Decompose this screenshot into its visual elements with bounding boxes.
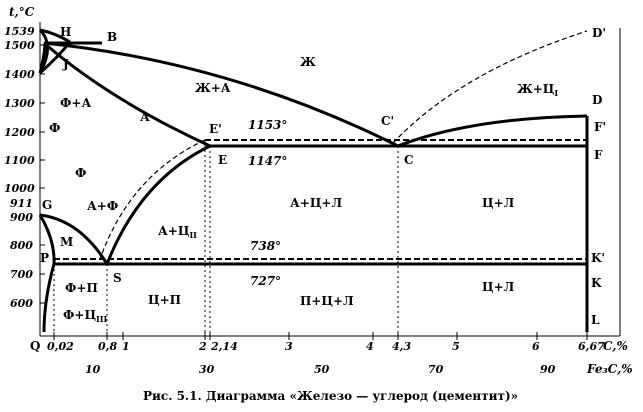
- temp-label-1300: 1300: [4, 97, 35, 110]
- c-tick-1: 1: [122, 340, 130, 353]
- c-tick-5: 5: [452, 340, 460, 353]
- line-E-prime-S-prime: [99, 139, 206, 260]
- region-zh: Ж: [300, 55, 316, 69]
- c-tick-3: 3: [285, 340, 293, 353]
- fe3c-tick-90: 90: [540, 363, 556, 376]
- temp-label-900: 900: [10, 211, 33, 224]
- solidus-J-E: [43, 41, 211, 148]
- region-a-f: А+Ф: [87, 199, 118, 213]
- point-M: M: [60, 235, 73, 249]
- temp-label-1000: 1000: [4, 182, 35, 195]
- axis-fe3c-label: Fe₃C,%: [586, 362, 633, 376]
- point-Q: Q: [30, 339, 40, 353]
- point-K-prime: K': [591, 251, 605, 265]
- line-J-N: [38, 44, 47, 74]
- region-a-c2: А+ЦII: [158, 224, 197, 240]
- temp-label-1400: 1400: [4, 68, 35, 81]
- fe3c-tick-70: 70: [428, 363, 444, 376]
- point-F-prime: F': [594, 120, 606, 134]
- temp-label-800: 800: [10, 239, 33, 252]
- region-f-mid: Ф: [75, 166, 86, 180]
- point-C: C: [404, 153, 414, 167]
- fe3c-tick-30: 30: [199, 363, 215, 376]
- fe3c-tick-50: 50: [314, 363, 330, 376]
- temp-738: 738°: [250, 239, 281, 253]
- line-E-S: [105, 144, 211, 265]
- axis-t-label: t,°C: [9, 5, 35, 19]
- region-f-c3: Ф+ЦIII: [63, 308, 108, 324]
- region-p-c-l: П+Ц+Л: [300, 294, 354, 308]
- region-zh-c1: Ж+ЦI: [517, 82, 558, 98]
- c-tick-2-14: 2,14: [210, 340, 238, 353]
- temp-label-1500: 1500: [4, 39, 35, 52]
- temp-727: 727°: [250, 274, 281, 288]
- region-f-a: Ф+А: [60, 96, 91, 110]
- region-c-l-upper: Ц+Л: [482, 196, 515, 210]
- c-tick-6-67: 6,67: [578, 340, 605, 353]
- region-zh-a: Ж+А: [195, 81, 231, 95]
- point-K: K: [591, 276, 602, 290]
- c-tick-4-3: 4,3: [392, 340, 411, 353]
- temp-label-1100: 1100: [4, 154, 35, 167]
- temp-1147: 1147°: [248, 154, 287, 168]
- fe3c-tick-10: 10: [85, 363, 101, 376]
- region-c-l-lower: Ц+Л: [482, 280, 515, 294]
- axis-c-label: C,%: [603, 339, 628, 353]
- point-J: J: [62, 57, 69, 71]
- temp-label-600: 600: [10, 297, 33, 310]
- line-P-Q: [42, 263, 56, 333]
- point-H: H: [60, 25, 71, 39]
- point-L: L: [591, 313, 600, 327]
- c-tick-0-8: 0,8: [98, 340, 117, 353]
- c-tick-2: 2: [198, 340, 207, 353]
- c-tick-4: 4: [366, 340, 374, 353]
- liquidus-C-prime-D-prime: [392, 30, 588, 144]
- line-G-S: [39, 213, 109, 265]
- point-S: S: [113, 271, 122, 285]
- region-a-c-l: А+Ц+Л: [290, 196, 342, 210]
- point-P: P: [40, 251, 49, 265]
- liquidus-C-D: [397, 114, 588, 148]
- point-D: D: [592, 93, 602, 107]
- region-a: А: [140, 110, 150, 124]
- point-C-prime: C': [381, 114, 394, 128]
- region-f-top: Ф: [49, 121, 60, 135]
- point-E-prime: E': [209, 122, 222, 136]
- point-B: B: [107, 30, 117, 44]
- c-tick-6: 6: [532, 340, 540, 353]
- temp-1153: 1153°: [248, 118, 287, 132]
- region-f-p: Ф+П: [65, 281, 98, 295]
- point-G: G: [42, 198, 52, 212]
- temp-label-911: 911: [10, 197, 33, 210]
- point-E: E: [218, 153, 227, 167]
- point-F: F: [594, 148, 603, 162]
- temp-label-700: 700: [10, 268, 33, 281]
- temp-label-1539: 1539: [4, 25, 35, 38]
- c-tick-0-02: 0,02: [47, 340, 74, 353]
- figure-caption: Рис. 5.1. Диаграмма «Железо — углерод (ц…: [143, 389, 518, 403]
- temp-label-1200: 1200: [4, 126, 35, 139]
- liquidus-B-C: [43, 41, 399, 148]
- region-c-p: Ц+П: [148, 293, 181, 307]
- point-D-prime: D': [592, 26, 606, 40]
